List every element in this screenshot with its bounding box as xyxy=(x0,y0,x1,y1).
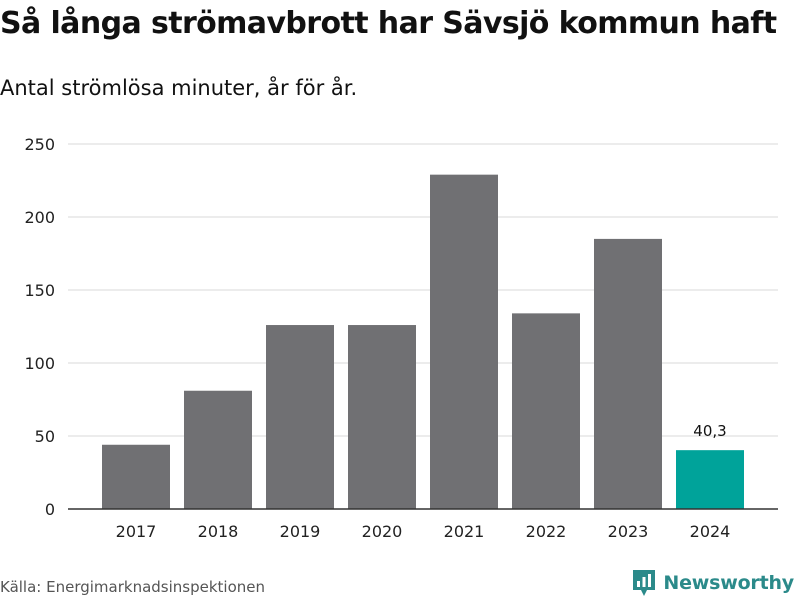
bar-2019 xyxy=(266,325,334,509)
brand-name: Newsworthy xyxy=(663,572,794,594)
y-tick-label: 50 xyxy=(35,427,55,446)
bar-2024 xyxy=(676,450,744,509)
source-note: Källa: Energimarknadsinspektionen xyxy=(0,578,266,596)
bar-chart: 0 50 100 150 200 250 2017 2018 2019 2020 2021 2022… xyxy=(24,135,778,541)
x-tick-label: 2021 xyxy=(444,522,485,541)
x-tick-label: 2019 xyxy=(280,522,321,541)
bar-2018 xyxy=(184,390,252,509)
chart-title: Så långa strömavbrott har Sävsjö kommun … xyxy=(0,6,777,41)
x-axis-ticks: 2017 2018 2019 2020 2021 2022 2023 2024 xyxy=(116,522,731,541)
bar-2023 xyxy=(594,238,662,509)
x-tick-label: 2020 xyxy=(362,522,403,541)
bar-2021 xyxy=(430,174,498,509)
data-label-2024: 40,3 xyxy=(693,422,726,440)
y-tick-label: 150 xyxy=(24,281,55,300)
y-axis-ticks: 0 50 100 150 200 250 xyxy=(24,135,55,519)
data-labels: 40,3 xyxy=(693,422,726,440)
y-tick-label: 200 xyxy=(24,208,55,227)
bar-2020 xyxy=(348,325,416,509)
x-tick-label: 2023 xyxy=(608,522,649,541)
bar-2022 xyxy=(512,313,580,509)
newsworthy-logo-icon xyxy=(633,570,656,596)
x-tick-label: 2018 xyxy=(198,522,239,541)
gridlines xyxy=(68,143,778,437)
chart-subtitle: Antal strömlösa minuter, år för år. xyxy=(0,76,358,100)
bars xyxy=(102,174,744,509)
y-tick-label: 0 xyxy=(45,500,55,519)
brand-logo: Newsworthy xyxy=(631,568,794,598)
x-tick-label: 2017 xyxy=(116,522,157,541)
y-tick-label: 250 xyxy=(24,135,55,154)
y-tick-label: 100 xyxy=(24,354,55,373)
x-tick-label: 2024 xyxy=(690,522,731,541)
bar-2017 xyxy=(102,444,170,509)
x-tick-label: 2022 xyxy=(526,522,567,541)
